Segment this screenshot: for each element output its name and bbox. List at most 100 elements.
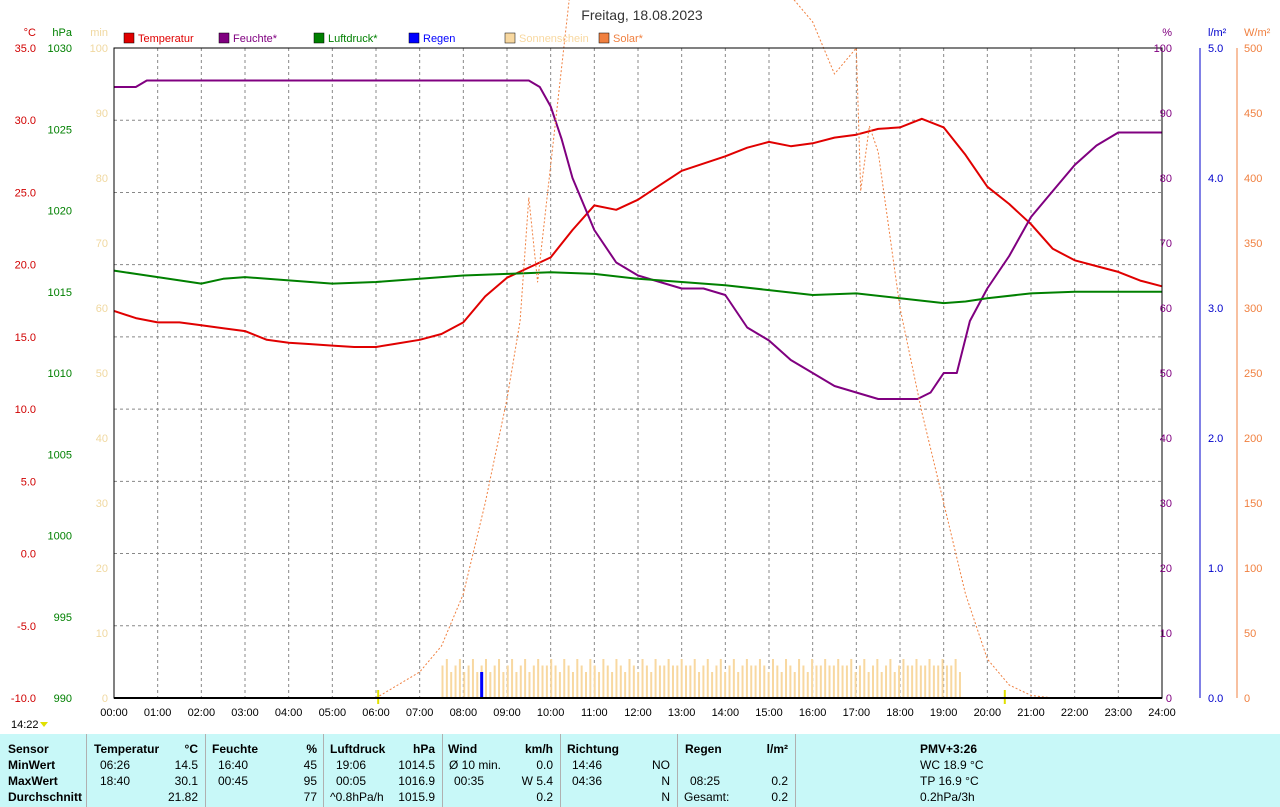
axes-labels: 35.0 30.0 25.0 20.0 15.0 10.0 5.0 0.0 -5.0 -10.0 °… — [11, 27, 1271, 719]
wind-label: Ø 10 min. — [449, 758, 502, 772]
axis-tick-label-pressure: 1025 — [48, 124, 72, 136]
sunshine-bar — [728, 665, 731, 698]
row-label: MinWert — [8, 758, 56, 772]
hum-time: 16:40 — [218, 758, 249, 772]
header-humidity-unit: % — [306, 742, 317, 756]
axis-tick-label-pressure: 1000 — [48, 531, 72, 543]
sunshine-bar — [789, 665, 792, 698]
pres-value: 1014.5 — [398, 758, 435, 772]
grid-lines — [114, 48, 1162, 698]
x-tick-label: 20:00 — [974, 707, 1002, 719]
legend-label: Regen — [423, 33, 455, 45]
axis-tick-label-solar: 150 — [1244, 498, 1262, 510]
axis-tick-label-rain: 5.0 — [1208, 43, 1223, 55]
dir-value: N — [661, 774, 670, 788]
axis-tick-label-rain: 4.0 — [1208, 173, 1223, 185]
hum-value: 95 — [303, 774, 317, 788]
legend-label: Sonnenschein — [519, 33, 589, 45]
axis-tick-label-solar: 0 — [1244, 693, 1250, 705]
pres-time: 19:06 — [336, 758, 367, 772]
dir-value: NO — [652, 758, 670, 772]
sunshine-bar — [815, 665, 818, 698]
hum-value: 45 — [303, 758, 317, 772]
sunshine-bar — [793, 672, 796, 698]
sunshine-bar — [537, 659, 540, 698]
sunshine-bar — [745, 659, 748, 698]
sunshine-bar — [711, 672, 714, 698]
x-tick-label: 04:00 — [275, 707, 303, 719]
dir-time: 04:36 — [572, 774, 603, 788]
time-marker-icon — [40, 722, 48, 727]
axis-tick-label-solar: 200 — [1244, 433, 1262, 445]
axis-tick-label-rain: 2.0 — [1208, 433, 1223, 445]
axis-tick-label-solar: 50 — [1244, 628, 1256, 640]
x-tick-label: 16:00 — [799, 707, 827, 719]
sunshine-bar — [571, 672, 574, 698]
axis-tick-label-solar: 300 — [1244, 303, 1262, 315]
x-tick-label: 11:00 — [581, 707, 608, 719]
sunshine-bar — [524, 659, 527, 698]
sunshine-bar — [741, 665, 744, 698]
x-tick-label: 08:00 — [450, 707, 478, 719]
sunshine-bar — [945, 665, 948, 698]
x-tick-label: 06:00 — [362, 707, 390, 719]
legend-swatch — [313, 32, 325, 44]
axis-tick-label-sunshine: 40 — [96, 433, 108, 445]
x-tick-label: 03:00 — [231, 707, 259, 719]
sunshine-bar — [837, 659, 840, 698]
wind-label: 00:35 — [454, 774, 485, 788]
axis-tick-label-humidity: 10 — [1160, 628, 1172, 640]
sunshine-bar — [715, 665, 718, 698]
x-tick-label: 21:00 — [1017, 707, 1045, 719]
x-tick-label: 07:00 — [406, 707, 434, 719]
x-tick-label: 01:00 — [144, 707, 172, 719]
sunshine-bar — [567, 665, 570, 698]
x-tick-label: 05:00 — [319, 707, 347, 719]
sunshine-bar — [902, 659, 905, 698]
sunshine-bar — [758, 659, 761, 698]
axis-tick-label-solar: 250 — [1244, 368, 1262, 380]
axis-tick-label-temp: 10.0 — [15, 404, 36, 416]
axis-unit-humidity: % — [1162, 27, 1172, 39]
axis-tick-label-temp: -5.0 — [17, 621, 36, 633]
axis-tick-label-temp: 35.0 — [15, 43, 36, 55]
axis-tick-label-humidity: 90 — [1160, 108, 1172, 120]
axis-unit-pressure: hPa — [52, 27, 72, 39]
sunshine-bar — [515, 672, 518, 698]
sunshine-bar — [924, 665, 927, 698]
rain-bar — [480, 672, 484, 698]
pres-time: ^0.8hPa/h — [330, 790, 384, 804]
axis-tick-label-solar: 400 — [1244, 173, 1262, 185]
header-rain: Regen — [685, 742, 722, 756]
header-temperature-unit: °C — [184, 742, 198, 756]
sunshine-bar — [624, 672, 627, 698]
sunshine-bar — [641, 659, 644, 698]
dir-time: 14:46 — [572, 758, 603, 772]
axis-tick-label-rain: 3.0 — [1208, 303, 1223, 315]
axis-tick-label-pressure: 1030 — [48, 43, 72, 55]
wind-value: W 5.4 — [521, 774, 553, 788]
sunshine-bar — [880, 672, 883, 698]
sunshine-bar — [958, 672, 961, 698]
wind-value: 0.2 — [536, 790, 553, 804]
sunshine-bar — [932, 665, 935, 698]
sunshine-bar — [658, 665, 661, 698]
sunshine-bar — [702, 665, 705, 698]
series-lines — [113, 0, 1163, 699]
temp-value: 21.82 — [167, 790, 198, 804]
sunshine-bar — [732, 659, 735, 698]
sunshine-bar — [519, 665, 522, 698]
plot-frame — [113, 47, 1163, 699]
sunshine-bar — [785, 659, 788, 698]
axis-tick-label-solar: 350 — [1244, 238, 1262, 250]
sunshine-bar — [671, 665, 674, 698]
sunshine-bar — [606, 665, 609, 698]
pmv-value: 0.2hPa/3h — [920, 790, 975, 804]
sunshine-bar — [506, 665, 509, 698]
sunshine-bar — [719, 659, 722, 698]
sunshine-bar — [685, 665, 688, 698]
header-wind: Wind — [448, 742, 478, 756]
legend: Temperatur Feuchte* Luftdruck* Regen Sonnens… — [123, 32, 644, 45]
sunshine-bar — [798, 659, 801, 698]
sunshine-bar — [615, 659, 618, 698]
